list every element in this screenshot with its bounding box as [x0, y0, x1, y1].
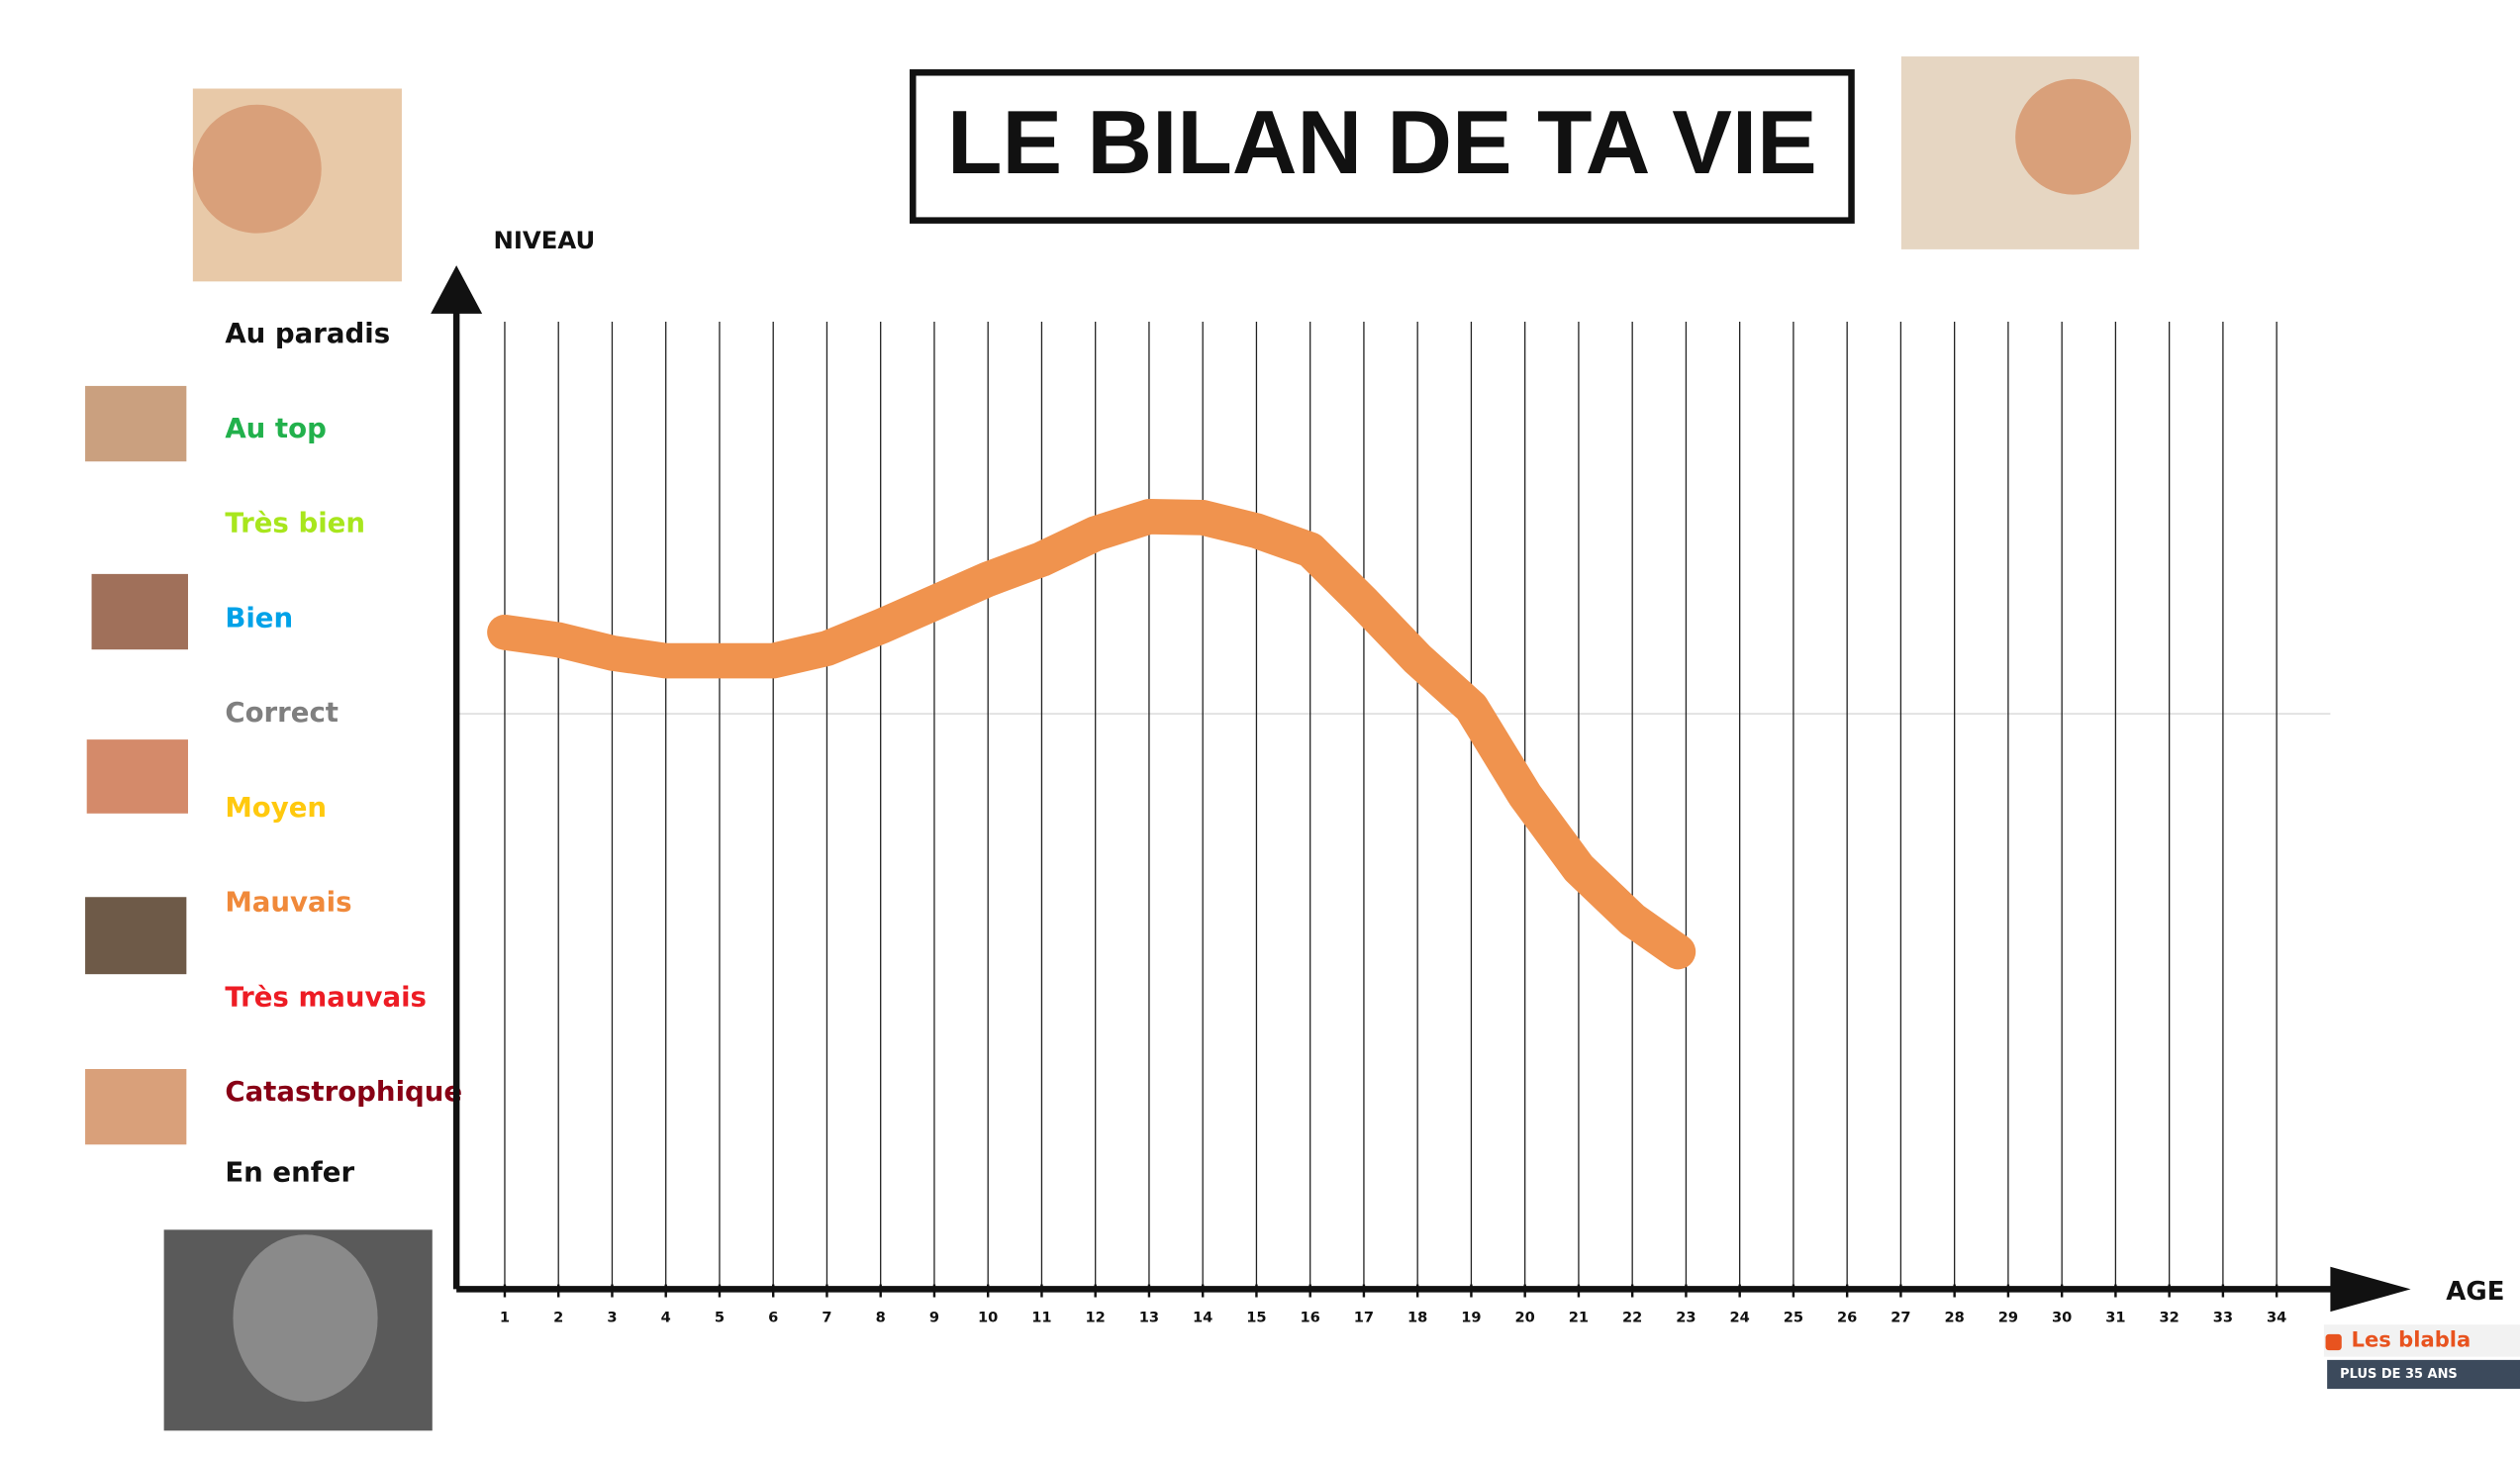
badge-icon	[2325, 1333, 2342, 1351]
x-tick-label: 8	[876, 1310, 886, 1326]
x-tick-label: 10	[978, 1310, 998, 1326]
photo	[91, 573, 188, 650]
photo	[85, 897, 187, 975]
y-tick-label: Au top	[225, 412, 327, 444]
x-tick-label: 27	[1890, 1310, 1910, 1326]
x-tick-label: 28	[1944, 1310, 1964, 1326]
x-tick-label: 4	[661, 1310, 671, 1326]
x-tick-label: 24	[1729, 1310, 1749, 1326]
x-tick-label: 18	[1407, 1310, 1427, 1326]
photo	[86, 739, 188, 814]
y-tick-label: Très bien	[225, 507, 365, 539]
x-tick-label: 25	[1784, 1310, 1803, 1326]
photo	[85, 1068, 187, 1145]
x-tick-label: 15	[1246, 1310, 1266, 1326]
y-tick-label: En enfer	[225, 1156, 354, 1189]
x-tick-label: 2	[553, 1310, 563, 1326]
badge-title[interactable]: Les blabla	[2352, 1326, 2472, 1351]
y-axis-label: NIVEAU	[493, 226, 595, 254]
y-tick-label: Bien	[225, 601, 293, 634]
badge-bg	[2323, 1324, 2520, 1357]
x-tick-label: 34	[2267, 1310, 2286, 1326]
title-box	[910, 69, 1855, 224]
x-tick-label: 5	[715, 1310, 725, 1326]
x-tick-label: 29	[1998, 1310, 2018, 1326]
chart-title: LE BILAN DE TA VIE	[947, 93, 1817, 193]
photo-placeholders	[85, 56, 2140, 1431]
photo	[192, 104, 322, 234]
x-tick-label: 16	[1301, 1310, 1320, 1326]
y-tick-label: Très mauvais	[225, 980, 427, 1013]
x-tick-label: 1	[500, 1310, 510, 1326]
data-line	[487, 499, 1696, 970]
y-tick-label: Catastrophique	[225, 1075, 462, 1108]
x-tick-label: 13	[1139, 1310, 1159, 1326]
x-tick-label: 33	[2213, 1310, 2233, 1326]
y-tick-label: Moyen	[225, 791, 327, 824]
x-tick-label: 14	[1193, 1310, 1212, 1326]
x-tick-label: 26	[1837, 1310, 1857, 1326]
x-tick-label: 19	[1461, 1310, 1481, 1326]
x-tick-label: 23	[1676, 1310, 1696, 1326]
y-tick-label: Correct	[225, 696, 339, 729]
x-tick-label: 11	[1031, 1310, 1051, 1326]
x-tick-label: 20	[1515, 1310, 1535, 1326]
x-tick-label: 17	[1354, 1310, 1374, 1326]
x-tick-label: 6	[768, 1310, 778, 1326]
x-axis-label: AGE	[2446, 1277, 2504, 1307]
x-tick-label: 30	[2052, 1310, 2072, 1326]
y-axis-arrow	[431, 265, 483, 314]
x-tick-label: 7	[822, 1310, 831, 1326]
y-tick-label: Mauvais	[225, 886, 351, 919]
x-tick-label: 12	[1086, 1310, 1106, 1326]
x-tick-label: 9	[929, 1310, 939, 1326]
x-tick-label: 32	[2159, 1310, 2179, 1326]
x-tick-label: 31	[2105, 1310, 2125, 1326]
y-tick-label: Au paradis	[225, 317, 390, 349]
photo	[2015, 78, 2132, 195]
x-tick-label: 3	[607, 1310, 617, 1326]
x-axis-arrow	[2330, 1266, 2411, 1313]
x-tick-label: 22	[1622, 1310, 1642, 1326]
photo	[85, 385, 187, 462]
x-tick-label: 21	[1569, 1310, 1589, 1326]
photo	[233, 1234, 378, 1403]
badge-subtitle[interactable]: PLUS DE 35 ANS	[2340, 1367, 2458, 1382]
badge-sub-bg	[2327, 1359, 2520, 1390]
